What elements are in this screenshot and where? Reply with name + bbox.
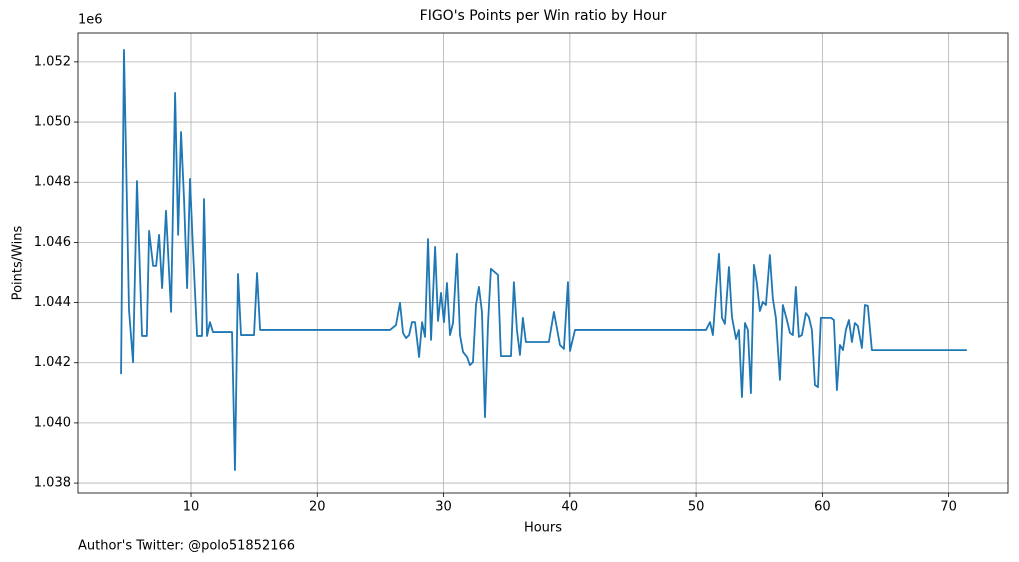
y-axis-label: Points/Wins bbox=[11, 225, 26, 300]
data-line bbox=[120, 48, 967, 472]
y-tick-label: 1.038 bbox=[34, 476, 71, 491]
y-tick-label: 1.046 bbox=[34, 235, 71, 250]
y-offset-label: 1e6 bbox=[78, 13, 103, 28]
footnote: Author's Twitter: @polo51852166 bbox=[78, 539, 295, 554]
y-tick-label: 1.052 bbox=[34, 54, 71, 69]
y-tick-label: 1.044 bbox=[34, 295, 71, 310]
x-tick-label: 30 bbox=[435, 500, 452, 515]
y-tick-label: 1.048 bbox=[34, 175, 71, 190]
x-tick-label: 50 bbox=[688, 500, 705, 515]
x-tick-label: 40 bbox=[562, 500, 579, 515]
x-tick-label: 70 bbox=[940, 500, 957, 515]
y-tick-label: 1.042 bbox=[34, 355, 71, 370]
y-tick-label: 1.050 bbox=[34, 115, 71, 130]
plot-frame bbox=[77, 32, 1009, 494]
chart-title: FIGO's Points per Win ratio by Hour bbox=[420, 8, 667, 24]
x-tick-label: 60 bbox=[814, 500, 831, 515]
y-tick-label: 1.040 bbox=[34, 415, 71, 430]
x-tick-label: 10 bbox=[183, 500, 200, 515]
x-tick-label: 20 bbox=[309, 500, 326, 515]
x-axis-label: Hours bbox=[524, 521, 562, 536]
